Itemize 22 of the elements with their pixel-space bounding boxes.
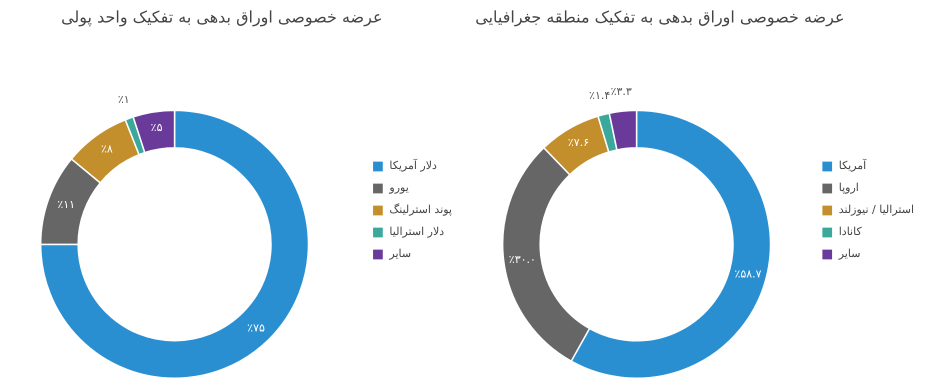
legend-label: اروپا	[838, 181, 859, 194]
chart-title: عرضه خصوصی اوراق بدهی به تفکیک منطقه جغرافیایی	[475, 8, 845, 26]
data-label: ٪۳.۳	[610, 84, 632, 98]
data-label: ٪۱	[118, 93, 130, 106]
legend-label: کانادا	[838, 225, 862, 238]
data-label: ٪۱.۴	[589, 88, 610, 102]
chart-title: عرضه خصوصی اوراق بدهی به تفکیک واحد پولی	[61, 8, 383, 26]
data-label: ٪۵	[150, 121, 163, 134]
legend-label: استرالیا / نیوزلند	[838, 203, 914, 216]
legend-label: دلار آمریکا	[389, 159, 437, 172]
legend-label: آمریکا	[838, 159, 866, 172]
data-label: ٪۱۱	[57, 198, 76, 211]
data-label: ٪۵۸.۷	[734, 268, 762, 281]
legend-label: یورو	[389, 181, 410, 194]
legend-label: سایر	[389, 247, 412, 260]
legend-label: پوند استرلینگ	[389, 203, 452, 216]
data-label: ٪۳۰.۰	[508, 252, 536, 266]
data-label: ٪۷.۶	[568, 136, 590, 149]
data-label: ٪۷۵	[247, 321, 265, 334]
data-label: ٪۸	[100, 142, 113, 156]
legend-label: سایر	[838, 247, 860, 260]
legend-label: دلار استرالیا	[389, 225, 444, 238]
